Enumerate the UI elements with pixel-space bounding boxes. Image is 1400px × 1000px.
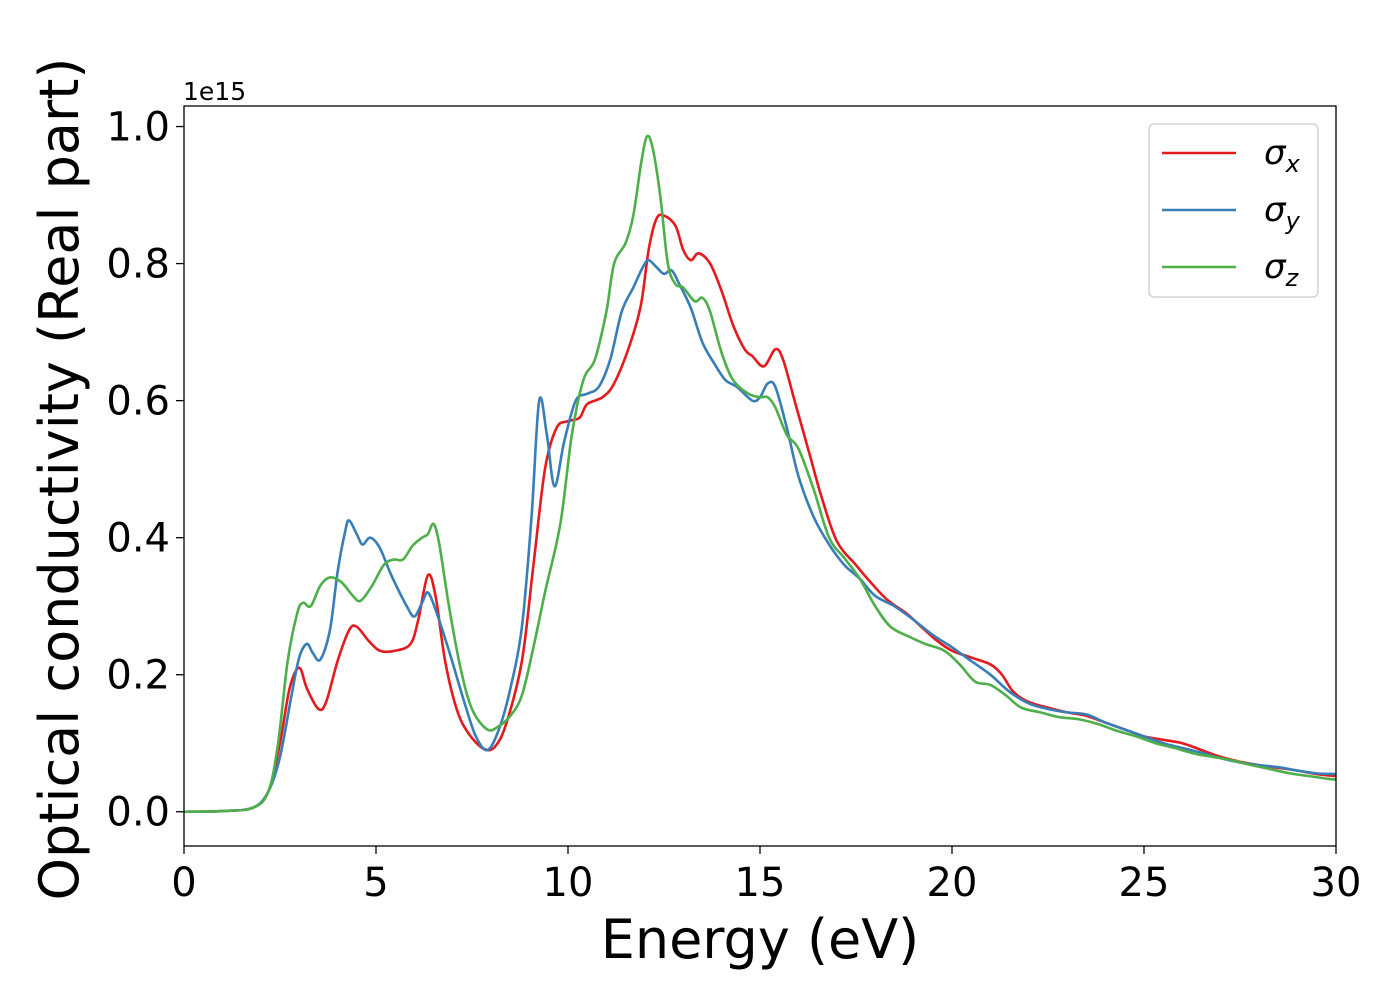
x-tick-label: 30 — [1311, 860, 1362, 906]
legend-label-y: σy — [1264, 190, 1301, 235]
x-tick-label: 15 — [735, 860, 786, 906]
series-line-x — [183, 213, 1337, 814]
x-tick-label: 5 — [363, 860, 388, 906]
x-axis-label: Energy (eV) — [601, 908, 920, 971]
y-tick-label: 0.4 — [106, 516, 170, 562]
x-tick-label: 0 — [171, 860, 196, 906]
y-axis-offset-text: 1e15 — [183, 77, 246, 106]
series-layer — [183, 134, 1337, 814]
y-tick-label: 0.0 — [106, 790, 170, 836]
y-axis-label: Optical conductivity (Real part) — [28, 58, 91, 901]
series-line-y — [183, 258, 1337, 814]
x-tick-label: 10 — [543, 860, 594, 906]
ticks-layer: 0 5 10 15 20 25 30 0.0 0.2 0.4 0.6 0.8 1.0 — [106, 105, 1361, 906]
y-tick-label: 1.0 — [106, 105, 170, 151]
legend-label-z: σz — [1264, 247, 1300, 292]
x-tick-label: 25 — [1119, 860, 1170, 906]
y-tick-label: 0.6 — [106, 379, 170, 425]
x-tick-label: 20 — [927, 860, 978, 906]
series-line-z — [183, 134, 1337, 814]
y-tick-label: 0.8 — [106, 242, 170, 288]
y-tick-label: 0.2 — [106, 653, 170, 699]
plot-area-frame — [183, 105, 1337, 847]
legend-label-x: σx — [1264, 133, 1301, 178]
legend: σx σy σz — [1148, 123, 1319, 298]
